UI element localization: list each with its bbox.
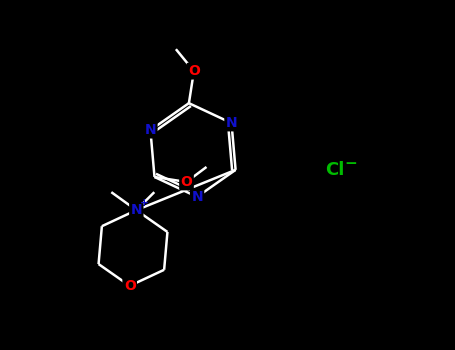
Text: −: − — [344, 155, 357, 170]
Text: +: + — [140, 198, 149, 208]
Text: N: N — [145, 123, 156, 137]
Text: N: N — [131, 203, 142, 217]
Text: N: N — [191, 190, 203, 204]
Text: O: O — [181, 175, 192, 189]
Text: Cl: Cl — [325, 161, 345, 179]
Text: N: N — [226, 116, 238, 130]
Text: O: O — [188, 64, 200, 78]
Text: O: O — [124, 279, 136, 293]
